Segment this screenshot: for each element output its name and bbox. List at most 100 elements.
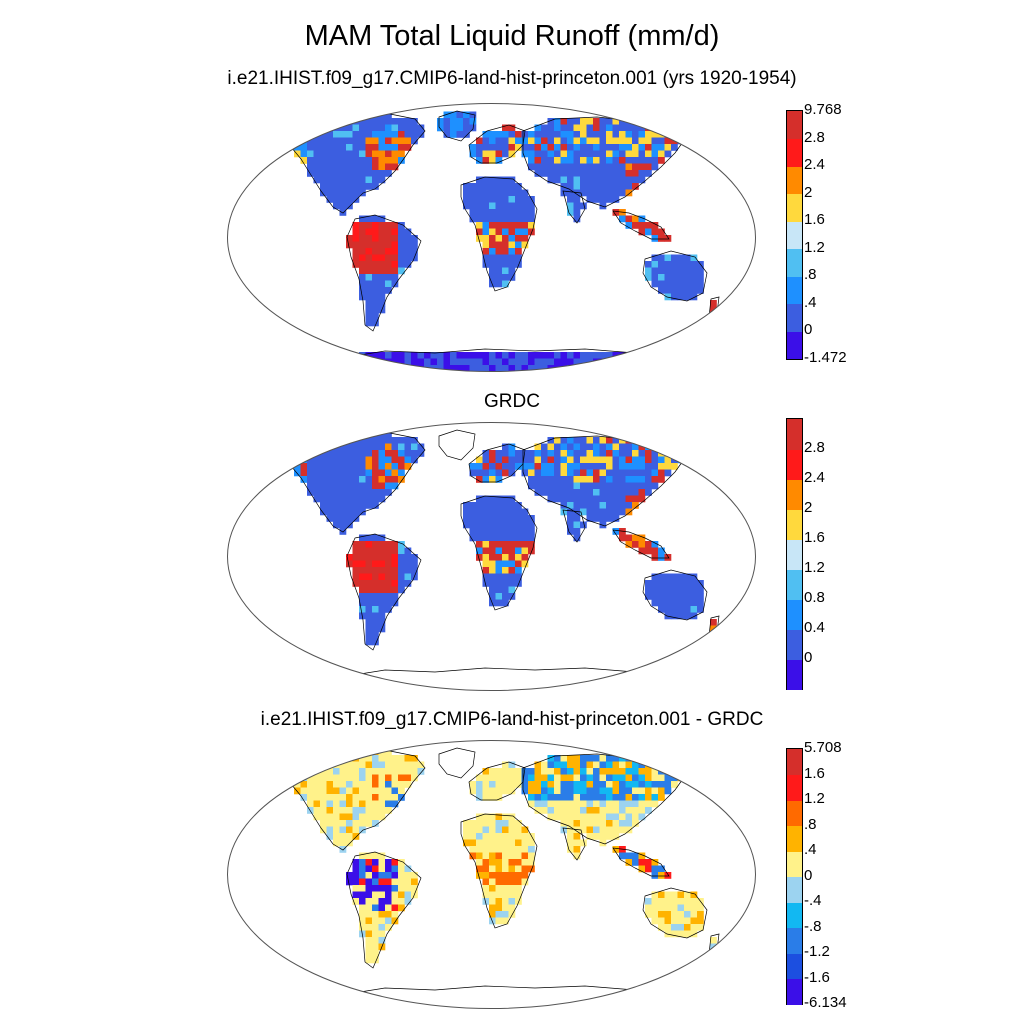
grid-cell (359, 118, 366, 125)
grid-cell (541, 443, 548, 451)
grid-cell (554, 469, 561, 477)
grid-cell (326, 196, 334, 203)
grid-cell (515, 898, 522, 905)
grid-cell (625, 508, 633, 516)
grid-cell (632, 794, 639, 801)
grid-cell (508, 781, 516, 788)
grid-cell (593, 755, 600, 762)
grid-cell (489, 547, 496, 555)
grid-cell (385, 365, 392, 372)
grid-cell (573, 450, 581, 457)
grid-cell (391, 476, 399, 483)
grid-cell (378, 761, 386, 769)
colorbar-segment (787, 193, 802, 222)
grid-cell (508, 183, 516, 190)
grid-cell (619, 852, 626, 860)
grid-cell (651, 898, 659, 905)
grid-cell (404, 891, 412, 899)
grid-cell (476, 469, 483, 477)
grid-cell (625, 859, 633, 866)
grid-cell (359, 274, 366, 281)
grid-cell (469, 534, 477, 542)
coastline-europe (468, 443, 526, 483)
grid-cell (359, 235, 366, 242)
grid-cell (359, 917, 366, 925)
grid-cell (586, 443, 594, 451)
grid-cell (651, 228, 659, 236)
grid-cell (404, 352, 412, 359)
grid-cell (495, 787, 503, 795)
grid-cell (411, 456, 418, 464)
grid-cell (495, 813, 503, 821)
grid-cell (476, 144, 483, 151)
grid-cell (690, 911, 698, 918)
grid-cell (398, 124, 405, 132)
grid-cell (580, 768, 587, 775)
grid-cell (469, 826, 477, 834)
grid-cell (365, 800, 373, 808)
grid-cell (651, 463, 659, 470)
grid-cell (404, 144, 412, 151)
grid-cell (333, 820, 340, 827)
grid-cell (567, 170, 574, 177)
grid-cell (352, 761, 360, 769)
grid-cell (599, 124, 607, 132)
grid-cell (684, 612, 691, 620)
grid-cell (495, 280, 503, 288)
grid-cell (528, 859, 535, 866)
grid-cell (313, 163, 321, 171)
grid-cell (567, 437, 574, 444)
grid-cell (619, 807, 626, 814)
grid-cell (534, 456, 542, 464)
grid-cell (567, 774, 574, 782)
grid-cell (372, 476, 379, 483)
grid-cell (320, 456, 327, 464)
grid-cell (515, 358, 522, 366)
grid-cell (385, 222, 392, 229)
grid-cell (521, 826, 529, 834)
grid-cell (385, 235, 392, 242)
grid-cell (508, 248, 516, 255)
grid-cell (632, 774, 639, 782)
grid-cell (365, 755, 373, 762)
grid-cell (528, 209, 535, 216)
grid-cell (307, 157, 314, 164)
grid-cell (339, 437, 347, 444)
grid-cell (586, 482, 594, 490)
grid-cell (378, 774, 386, 782)
map-border (227, 103, 756, 372)
grid-cell (385, 560, 392, 568)
grid-cell (684, 573, 691, 581)
grid-cell (326, 489, 334, 496)
grid-cell (372, 781, 379, 788)
grid-cell (385, 118, 392, 125)
grid-cell (352, 826, 360, 834)
grid-cell (476, 352, 483, 359)
grid-cell (645, 787, 652, 795)
coastline-australia (642, 250, 708, 302)
grid-cell (404, 248, 412, 255)
grid-cell (554, 755, 561, 762)
grid-cell (612, 437, 620, 444)
grid-cell (554, 476, 561, 483)
grid-cell (372, 638, 379, 646)
grid-cell (502, 248, 509, 255)
grid-cell (346, 358, 353, 366)
grid-cell (573, 800, 581, 808)
grid-cell (339, 787, 347, 795)
grid-cell (567, 813, 574, 821)
grid-cell (352, 469, 360, 477)
grid-cell (619, 787, 626, 795)
grid-cell (476, 502, 483, 509)
grid-cell (307, 144, 314, 151)
grid-cell (664, 781, 672, 788)
grid-cell (463, 515, 470, 522)
grid-cell (398, 781, 405, 788)
grid-cell (339, 189, 347, 197)
grid-cell (287, 768, 295, 775)
grid-cell (684, 287, 691, 294)
grid-cell (404, 235, 412, 242)
grid-cell (378, 619, 386, 626)
grid-cell (417, 768, 425, 775)
grid-cell (638, 469, 646, 477)
